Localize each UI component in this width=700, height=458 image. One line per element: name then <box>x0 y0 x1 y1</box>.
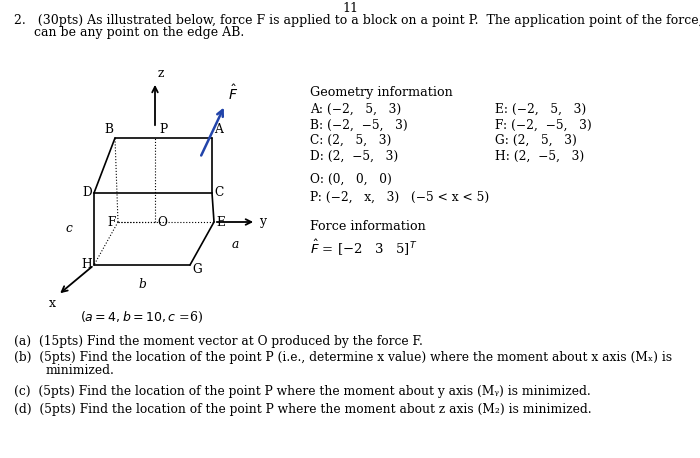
Text: F: (−2,  −5,   3): F: (−2, −5, 3) <box>495 119 592 131</box>
Text: A: A <box>214 123 223 136</box>
Text: can be any point on the edge AB.: can be any point on the edge AB. <box>14 26 244 39</box>
Text: C: (2,   5,   3): C: (2, 5, 3) <box>310 134 391 147</box>
Text: y: y <box>259 216 266 229</box>
Text: H: (2,  −5,   3): H: (2, −5, 3) <box>495 149 584 163</box>
Text: a: a <box>232 238 239 251</box>
Text: b: b <box>138 278 146 291</box>
Text: $\hat{F}$ = [−2   3   5]$^T$: $\hat{F}$ = [−2 3 5]$^T$ <box>310 238 417 257</box>
Text: z: z <box>158 67 164 80</box>
Text: G: G <box>192 263 202 276</box>
Text: (b)  (5pts) Find the location of the point P (i.e., determine x value) where the: (b) (5pts) Find the location of the poin… <box>14 351 672 364</box>
Text: (d)  (5pts) Find the location of the point P where the moment about z axis (M₂) : (d) (5pts) Find the location of the poin… <box>14 403 592 416</box>
Text: B: B <box>104 123 113 136</box>
Text: Force information: Force information <box>310 220 426 233</box>
Text: O: (0,   0,   0): O: (0, 0, 0) <box>310 173 392 186</box>
Text: (c)  (5pts) Find the location of the point P where the moment about y axis (Mᵧ) : (c) (5pts) Find the location of the poin… <box>14 385 591 398</box>
Text: B: (−2,  −5,   3): B: (−2, −5, 3) <box>310 119 407 131</box>
Text: C: C <box>214 186 223 200</box>
Text: G: (2,   5,   3): G: (2, 5, 3) <box>495 134 577 147</box>
Text: E: E <box>216 216 225 229</box>
Text: A: (−2,   5,   3): A: (−2, 5, 3) <box>310 103 401 116</box>
Text: minimized.: minimized. <box>46 364 115 377</box>
Text: x: x <box>49 297 56 310</box>
Text: E: (−2,   5,   3): E: (−2, 5, 3) <box>495 103 587 116</box>
Text: (a)  (15pts) Find the moment vector at O produced by the force F.: (a) (15pts) Find the moment vector at O … <box>14 335 423 348</box>
Text: D: D <box>83 186 92 200</box>
Text: 11: 11 <box>342 2 358 15</box>
Text: c: c <box>65 222 72 234</box>
Text: $(a = 4, b = 10, c$ =6): $(a = 4, b = 10, c$ =6) <box>80 310 204 325</box>
Text: F: F <box>108 216 116 229</box>
Text: H: H <box>81 258 92 272</box>
Text: P: (−2,   x,   3)   (−5 < x < 5): P: (−2, x, 3) (−5 < x < 5) <box>310 191 489 203</box>
Text: P: P <box>159 123 167 136</box>
Text: $\hat{F}$: $\hat{F}$ <box>228 84 238 103</box>
Text: D: (2,  −5,   3): D: (2, −5, 3) <box>310 149 398 163</box>
Text: Geometry information: Geometry information <box>310 86 453 99</box>
Text: O: O <box>157 216 167 229</box>
Text: 2.   (30pts) As illustrated below, force F is applied to a block on a point P.  : 2. (30pts) As illustrated below, force F… <box>14 14 700 27</box>
